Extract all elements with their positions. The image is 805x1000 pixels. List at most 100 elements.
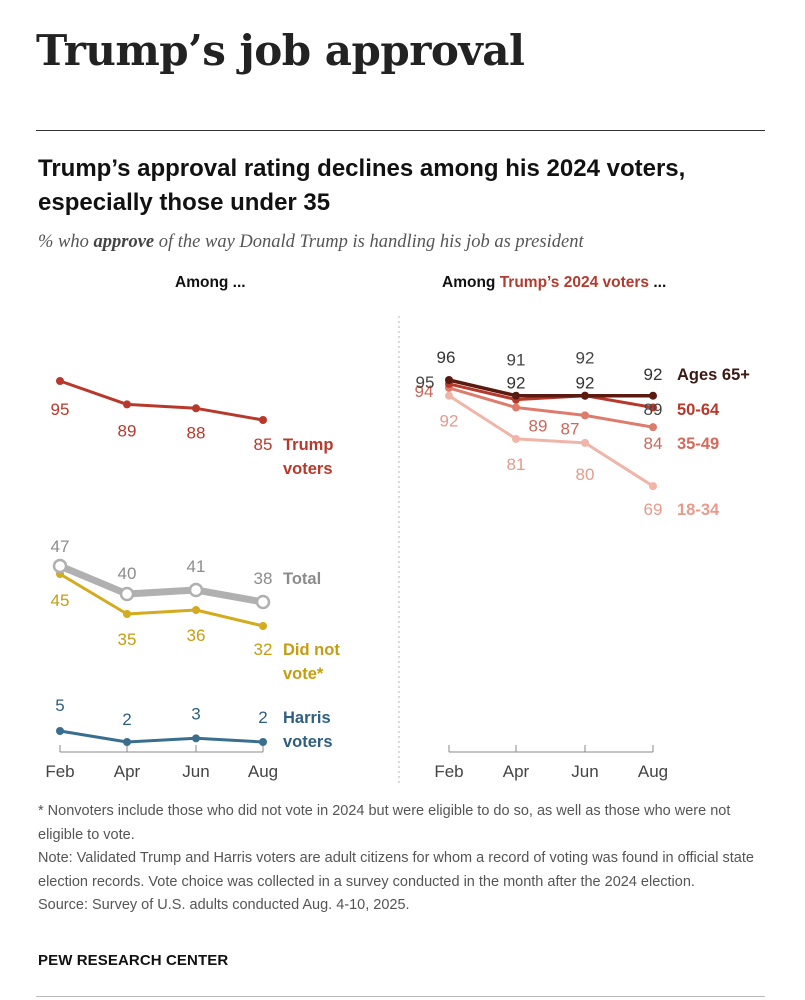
left-value-label-trump: 89 [118,421,137,440]
left-value-label-didnot: 35 [118,630,137,649]
left-x-tick-label: Jun [182,762,209,781]
left-series-line-total [56,562,267,606]
left-x-tick-label: Aug [248,762,278,781]
left-value-label-harris: 2 [258,708,267,727]
left-point-total [255,594,271,610]
right-x-tick-label: Aug [638,762,668,781]
nonvoter-footnote: * Nonvoters include those who did not vo… [38,803,731,843]
right-value-label-a35: 94 [415,382,434,401]
left-series-line-didnot [58,572,265,628]
left-point-didnot [259,622,267,630]
left-value-label-total: 40 [118,564,137,583]
right-value-label-a18: 92 [440,412,459,431]
right-point-a65 [581,391,589,400]
left-point-trump [123,400,131,409]
left-point-trump [259,416,267,424]
right-value-label-a65: 96 [437,348,456,367]
left-panel-heading: Among ... [175,274,246,292]
right-value-label-a35: 89 [529,417,548,436]
right-value-label-a50: 89 [644,400,663,419]
left-value-label-total: 38 [254,569,273,588]
right-value-label-a65: 92 [507,374,526,393]
right-x-tick-label: Feb [434,762,463,781]
left-series-line-harris [58,729,265,744]
right-point-a65 [649,391,657,400]
left-point-total [52,558,68,574]
left-point-total [119,586,135,602]
right-point-a65 [512,391,520,400]
left-point-didnot [123,610,131,618]
brand-logo-text: PEW RESEARCH CENTER [38,952,229,969]
left-value-label-total: 47 [51,537,70,556]
right-value-label-a18: 69 [644,500,663,519]
left-series-label-total: Total [283,570,321,588]
right-series-label-a50: 50-64 [677,401,720,419]
right-panel-heading-suffix: ... [649,274,667,291]
right-point-a35 [649,423,657,432]
left-series-label-harris: voters [283,733,333,751]
right-point-a50 [649,403,657,412]
left-panel-heading-text: Among ... [175,274,246,291]
left-x-tick-label: Apr [114,762,141,781]
left-point-harris [123,738,131,746]
right-panel-heading-text: Among [442,274,500,291]
left-value-label-didnot: 32 [254,640,273,659]
left-series-label-didnot: Did not [283,641,340,659]
right-x-tick-label: Jun [571,762,598,781]
left-value-label-didnot: 36 [187,626,206,645]
right-x-tick-label: Apr [503,762,530,781]
right-point-a35 [512,403,520,412]
right-series-line-a50 [447,382,655,409]
left-value-label-total: 41 [187,557,206,576]
left-point-trump [192,404,200,413]
left-value-label-didnot: 45 [51,591,70,610]
right-series-line-a35 [447,386,655,429]
subtitle-suffix: of the way Donald Trump is handling his … [154,232,584,252]
chart-title: Trump’s approval rating declines among h… [38,155,686,216]
right-point-a18 [649,482,657,491]
left-x-tick-label: Feb [45,762,74,781]
top-divider [36,130,765,131]
left-point-harris [259,738,267,746]
subtitle-emphasis: approve [93,232,155,252]
right-point-a18 [581,438,589,447]
right-series-label-a18: 18-34 [677,501,720,519]
right-value-label-a50: 92 [576,349,595,368]
right-series-line-a65 [447,378,655,398]
left-value-label-trump: 95 [51,400,70,419]
left-series-line-trump [58,379,265,422]
left-point-harris [56,727,64,735]
subtitle-prefix: % who [38,232,94,252]
right-value-label-a50: 91 [507,351,526,370]
left-value-label-harris: 3 [191,704,200,723]
left-point-trump [56,377,64,385]
left-value-label-trump: 85 [254,435,273,454]
right-point-a18 [445,391,453,400]
right-panel-heading-accent: Trump’s 2024 voters [499,274,650,291]
source-text: Source: Survey of U.S. adults conducted … [38,897,410,913]
chart-notes: * Nonvoters include those who did not vo… [38,800,768,918]
bottom-divider [36,996,765,997]
left-point-total [188,582,204,598]
right-value-label-a18: 80 [576,465,595,484]
chart-subtitle: % who approve of the way Donald Trump is… [38,232,584,253]
right-panel-heading: Among Trump’s 2024 voters ... [442,274,666,292]
right-point-a18 [512,434,520,443]
left-point-didnot [192,606,200,614]
page-heading: Trump’s job approval [36,26,525,75]
right-value-label-a65: 92 [644,365,663,384]
right-value-label-a35: 87 [561,419,580,438]
left-series-label-trump: voters [283,460,333,478]
right-series-label-a65: Ages 65+ [677,366,750,384]
left-value-label-harris: 5 [55,696,64,715]
left-series-label-didnot: vote* [283,665,324,683]
left-value-label-harris: 2 [122,710,131,729]
right-value-label-a65: 92 [576,374,595,393]
right-value-label-a35: 84 [644,434,663,453]
left-series-label-trump: Trump [283,436,333,454]
right-value-label-a18: 81 [507,455,526,474]
note-text: Note: Validated Trump and Harris voters … [38,850,754,890]
left-series-label-harris: Harris [283,709,331,727]
line-chart: Feb Apr Jun Aug Feb Apr Jun Aug 95 89 88 85 Trump vot… [45,316,750,786]
right-point-a65 [445,376,453,384]
